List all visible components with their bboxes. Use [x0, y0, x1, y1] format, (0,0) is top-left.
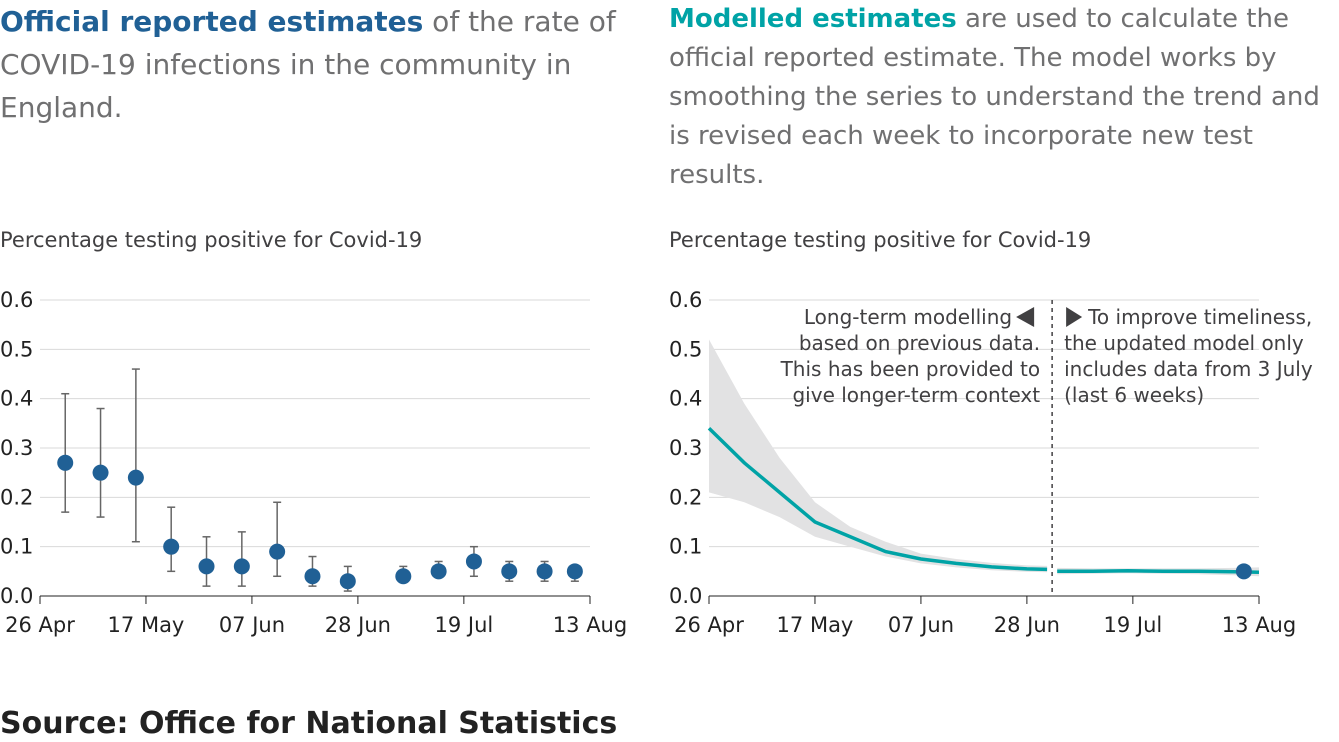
left-intro-text: of the rate of COVID-19 infections in th…: [0, 5, 616, 124]
x-tick-label: 07 Jun: [219, 613, 285, 637]
y-tick-label: 0.3: [669, 436, 702, 460]
x-tick-label: 26 Apr: [674, 613, 744, 637]
x-tick-label: 13 Aug: [1222, 613, 1296, 637]
data-point: [501, 563, 518, 580]
data-point: [233, 558, 250, 575]
source-note: Source: Office for National Statistics: [0, 706, 618, 741]
y-tick-label: 0.5: [0, 337, 33, 361]
y-tick-label: 0.5: [669, 337, 702, 361]
annotation-left-line: based on previous data.: [799, 331, 1040, 355]
data-point: [566, 563, 583, 580]
annotation-right-line: To improve timeliness,: [1087, 305, 1312, 329]
arrow-left-icon: [1016, 307, 1035, 327]
model-line: [1057, 569, 1260, 575]
data-point: [269, 543, 286, 560]
annotation-left-line: Long-term modelling: [804, 305, 1012, 329]
y-tick-label: 0.0: [0, 584, 33, 608]
y-tick-label: 0.1: [669, 535, 702, 559]
right-intro: Modelled estimates are used to calculate…: [669, 0, 1334, 195]
y-tick-label: 0.2: [0, 485, 33, 509]
data-point: [127, 469, 144, 486]
y-tick-label: 0.6: [0, 288, 33, 312]
annotation-left-line: This has been provided to: [780, 357, 1041, 381]
y-tick-label: 0.4: [669, 387, 702, 411]
left-intro-highlight: Official reported estimates: [0, 5, 424, 38]
x-tick-label: 28 Jun: [325, 613, 391, 637]
official-estimates-chart: 0.0 0.1 0.2 0.3 0.4 0.5 0.6 26 Apr 17 May 07 Jun 2…: [0, 288, 627, 637]
y-tick-label: 0.1: [0, 535, 33, 559]
data-point: [57, 454, 74, 471]
x-tick-label: 17 May: [108, 613, 185, 637]
model-line: [707, 427, 1048, 572]
data-point: [430, 563, 447, 580]
right-chart-caption: Percentage testing positive for Covid-19: [669, 228, 1092, 252]
data-point: [1235, 563, 1252, 580]
modelled-estimates-chart: 0.0 0.1 0.2 0.3 0.4 0.5 0.6 26 Apr 17 May 07 Jun 2…: [669, 288, 1313, 637]
data-point: [395, 568, 412, 585]
x-tick-label: 28 Jun: [994, 613, 1060, 637]
annotation-right-line: (last 6 weeks): [1064, 383, 1204, 407]
data-point: [465, 553, 482, 570]
y-tick-label: 0.3: [0, 436, 33, 460]
annotation-left-line: give longer-term context: [792, 383, 1040, 407]
x-tick-label: 26 Apr: [5, 613, 75, 637]
x-tick-label: 17 May: [777, 613, 854, 637]
data-point: [339, 573, 356, 590]
annotation-right-line: includes data from 3 July: [1064, 357, 1313, 381]
x-tick-label: 13 Aug: [553, 613, 627, 637]
left-chart-caption: Percentage testing positive for Covid-19: [0, 228, 423, 252]
x-tick-label: 19 Jul: [1103, 613, 1162, 637]
x-tick-label: 19 Jul: [434, 613, 493, 637]
data-point: [304, 568, 321, 585]
data-point: [536, 563, 553, 580]
confidence-band: [709, 339, 1048, 573]
y-tick-label: 0.0: [669, 584, 702, 608]
y-tick-label: 0.2: [669, 485, 702, 509]
data-point: [92, 464, 109, 481]
right-intro-text: are used to calculate the official repor…: [669, 4, 1320, 190]
data-point: [198, 558, 215, 575]
right-intro-highlight: Modelled estimates: [669, 4, 957, 34]
x-tick-label: 07 Jun: [888, 613, 954, 637]
left-intro: Official reported estimates of the rate …: [0, 0, 640, 129]
y-tick-label: 0.4: [0, 387, 33, 411]
data-point: [163, 538, 180, 555]
annotation-right-line: the updated model only: [1064, 331, 1304, 355]
arrow-right-icon: [1066, 307, 1083, 327]
y-tick-label: 0.6: [669, 288, 702, 312]
